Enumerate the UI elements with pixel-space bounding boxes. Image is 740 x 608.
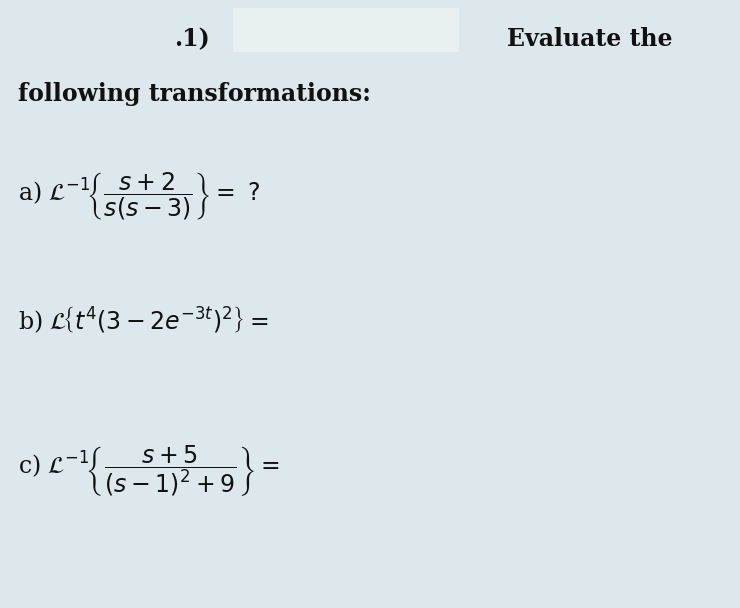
Bar xyxy=(233,8,459,52)
Text: a) $\mathcal{L}^{-1}\!\left\{\dfrac{s+2}{s(s-3)}\right\} = \ ?$: a) $\mathcal{L}^{-1}\!\left\{\dfrac{s+2}… xyxy=(18,170,261,222)
Text: b) $\mathcal{L}\!\left\{t^{4}(3-2e^{-3t})^{2}\right\} =$: b) $\mathcal{L}\!\left\{t^{4}(3-2e^{-3t}… xyxy=(18,304,269,334)
Text: Evaluate the: Evaluate the xyxy=(507,27,673,51)
Text: c) $\mathcal{L}^{-1}\!\left\{\dfrac{s+5}{(s-1)^{2}+9}\right\} =$: c) $\mathcal{L}^{-1}\!\left\{\dfrac{s+5}… xyxy=(18,444,280,499)
Text: .1): .1) xyxy=(174,27,209,51)
Text: following transformations:: following transformations: xyxy=(18,82,371,106)
